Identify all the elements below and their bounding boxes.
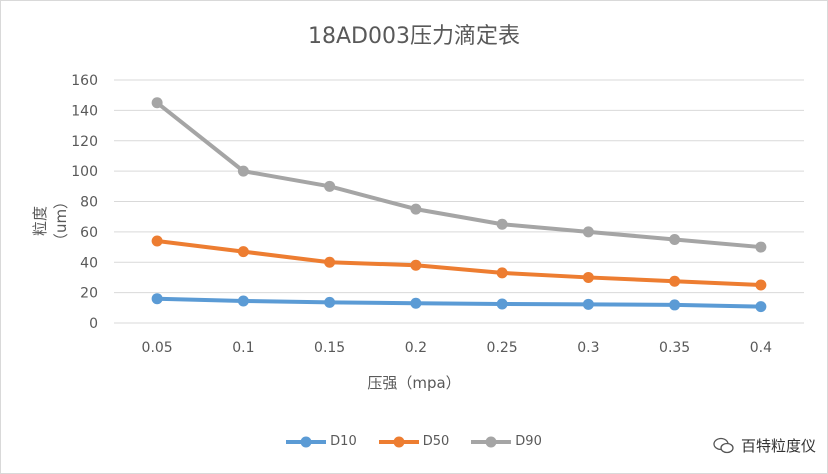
x-axis-label: 压强（mpa） [367,374,461,392]
data-point-d90 [582,226,594,238]
y-tick-label: 140 [71,103,98,119]
data-point-d50 [669,275,681,287]
data-point-d10 [755,301,767,313]
legend-marker [286,436,327,447]
data-point-d50 [151,235,163,247]
series-line-d90 [155,101,762,250]
x-tick-label: 0.4 [750,340,772,356]
data-point-d10 [324,296,336,308]
data-point-d90 [324,180,336,192]
legend-label: D50 [422,434,450,449]
watermark-text: 百特粒度仪 [740,437,816,455]
y-tick-label: 40 [80,255,98,271]
data-point-d50 [324,256,336,268]
legend-label: D10 [330,434,357,449]
data-point-d10 [151,293,163,305]
y-tick-label: 80 [80,195,98,211]
legend-marker [471,436,512,447]
wechat-icon [713,437,734,453]
y-tick-label: 20 [80,286,98,302]
y-tick-label: 0 [89,316,98,332]
y-tick-label: 120 [71,134,98,150]
legend-marker [378,436,419,447]
data-point-d50 [410,259,422,271]
data-point-d50 [582,271,594,283]
data-point-d90 [669,233,681,245]
data-point-d10 [496,298,508,310]
legend-item-d10: D10 [286,434,357,449]
x-tick-label: 0.35 [659,340,690,356]
y-tick-label: 100 [71,164,98,180]
chart-title: 18AD003压力滴定表 [308,24,520,49]
legend-label: D90 [515,434,542,449]
data-point-d90 [755,241,767,253]
x-tick-label: 0.25 [487,340,518,356]
data-point-d10 [669,299,681,311]
x-tick-label: 0.05 [142,340,173,356]
series-line-d50 [156,239,761,288]
series-line-d10 [157,296,761,309]
data-point-d90 [410,203,422,215]
data-point-d50 [755,279,767,291]
data-point-d90 [496,218,508,230]
data-point-d10 [410,297,422,309]
y-tick-label: 160 [71,73,98,89]
y-tick-label: 60 [80,225,98,241]
data-point-d10 [582,298,594,310]
x-tick-label: 0.2 [405,340,427,356]
legend-item-d90: D90 [471,434,542,449]
data-point-d10 [237,295,249,307]
data-point-d90 [151,97,163,109]
data-point-d50 [237,246,249,258]
x-tick-label: 0.1 [232,340,254,356]
data-point-d50 [496,267,508,279]
legend-item-d50: D50 [378,434,450,449]
x-tick-label: 0.3 [577,340,599,356]
x-tick-label: 0.15 [314,340,345,356]
data-point-d90 [237,165,249,177]
legend: D10 D50 D90 [0,434,828,449]
watermark: 百特粒度仪 [713,435,816,456]
